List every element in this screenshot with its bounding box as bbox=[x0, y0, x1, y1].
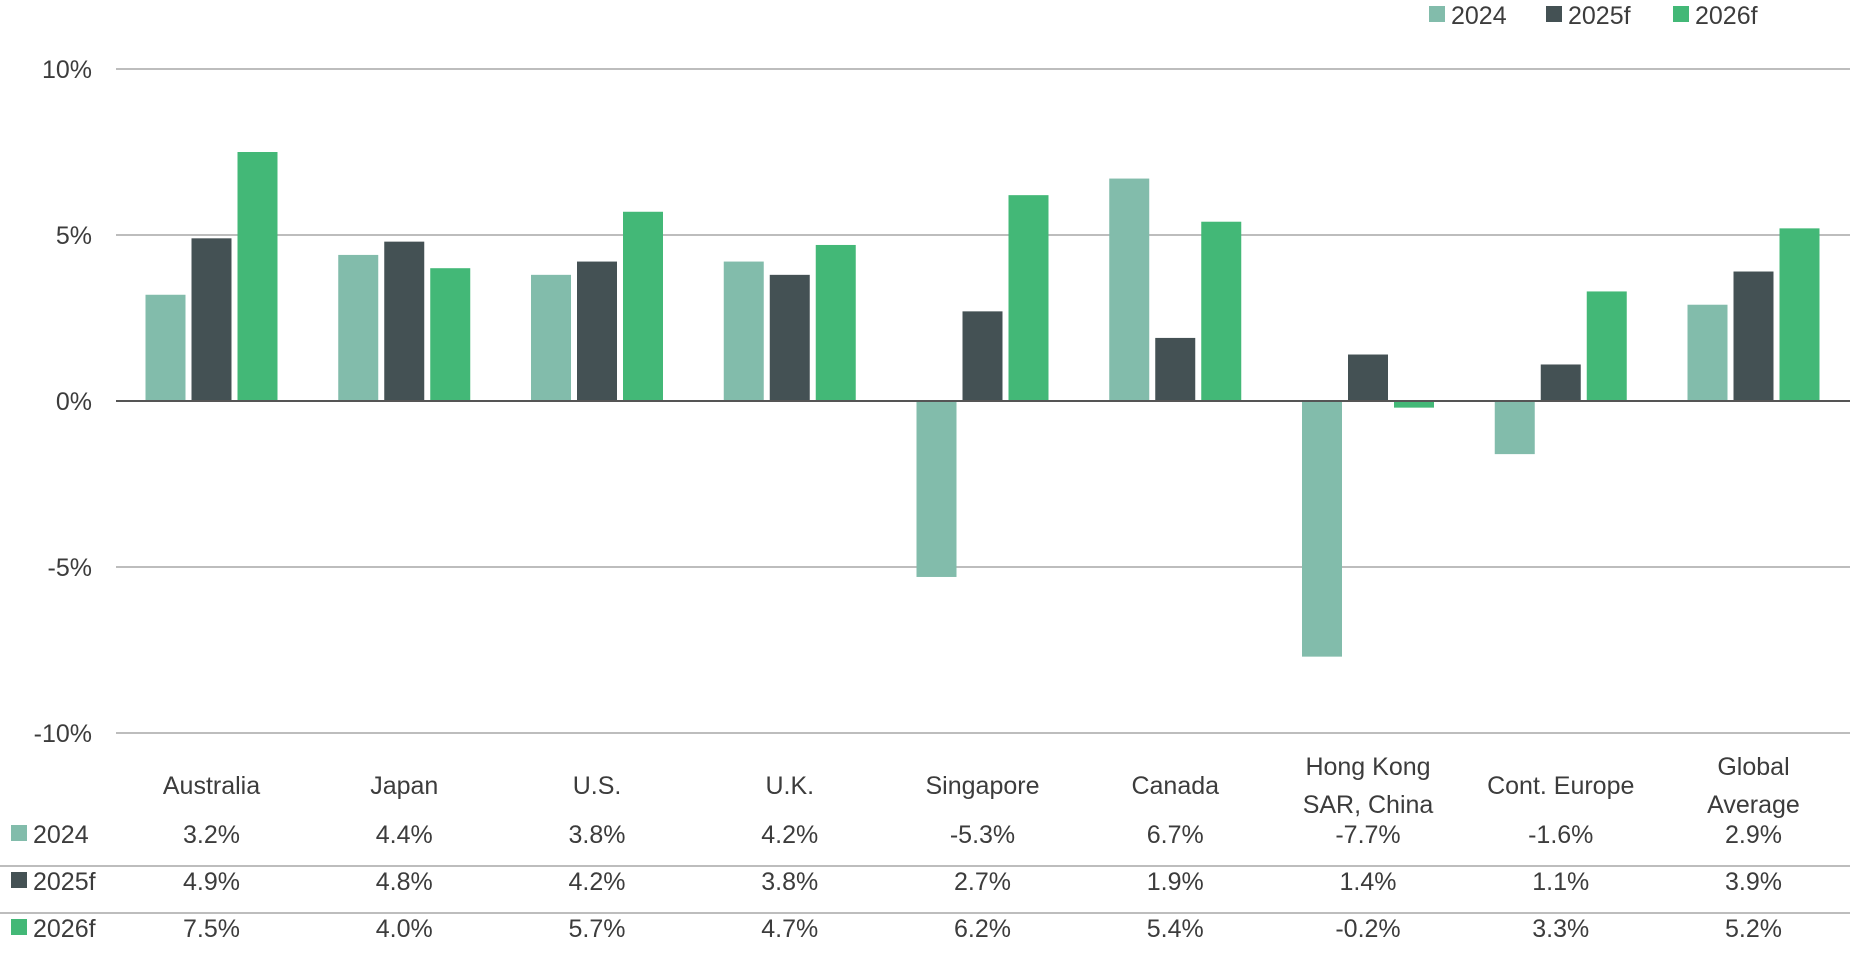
bar-canada-2025f bbox=[1155, 337, 1196, 401]
table-swatch-2026f bbox=[11, 919, 27, 935]
y-tick-label: 0% bbox=[56, 388, 92, 416]
y-tick-label: 10% bbox=[42, 56, 92, 84]
table-value-2024: 4.2% bbox=[761, 821, 818, 849]
category-label: Global bbox=[1717, 753, 1789, 781]
table-row-label-2026f: 2026f bbox=[33, 915, 96, 943]
bar-australia-2025f bbox=[191, 238, 232, 401]
bar-hong-kong-sar-china-2024 bbox=[1302, 401, 1342, 657]
bar-australia-2024 bbox=[145, 294, 186, 401]
table-value-2025f: 1.9% bbox=[1147, 868, 1204, 896]
bar-cont-europe-2025f bbox=[1540, 364, 1581, 401]
category-label: Japan bbox=[370, 772, 438, 800]
y-tick-label: -10% bbox=[34, 720, 92, 748]
table-swatch-2024 bbox=[11, 825, 27, 841]
category-label: U.K. bbox=[765, 772, 814, 800]
table-value-2024: 3.2% bbox=[183, 821, 240, 849]
table-value-2026f: 5.7% bbox=[569, 915, 626, 943]
table-value-2025f: 3.9% bbox=[1725, 868, 1782, 896]
table-value-2026f: 6.2% bbox=[954, 915, 1011, 943]
legend-swatch-2025f bbox=[1546, 6, 1562, 22]
table-value-2024: -1.6% bbox=[1528, 821, 1593, 849]
category-label: Cont. Europe bbox=[1487, 772, 1634, 800]
table-value-2026f: 4.0% bbox=[376, 915, 433, 943]
table-value-2025f: 3.8% bbox=[761, 868, 818, 896]
category-label: Australia bbox=[163, 772, 260, 800]
legend-swatch-2026f bbox=[1673, 6, 1689, 22]
bar-global-average-2025f bbox=[1733, 271, 1774, 401]
bar-u-k-2024 bbox=[723, 261, 764, 401]
table-value-2025f: 1.4% bbox=[1340, 868, 1397, 896]
bar-japan-2024 bbox=[338, 254, 379, 401]
y-tick-label: 5% bbox=[56, 222, 92, 250]
table-value-2026f: 3.3% bbox=[1532, 915, 1589, 943]
table-value-2026f: -0.2% bbox=[1335, 915, 1400, 943]
table-value-2024: 3.8% bbox=[569, 821, 626, 849]
table-value-2024: -7.7% bbox=[1335, 821, 1400, 849]
table-value-2025f: 4.9% bbox=[183, 868, 240, 896]
bar-u-k-2025f bbox=[769, 274, 810, 401]
bar-japan-2026f bbox=[430, 268, 471, 401]
legend-label-2026f: 2026f bbox=[1695, 2, 1758, 30]
table-value-2025f: 4.2% bbox=[569, 868, 626, 896]
bar-japan-2025f bbox=[384, 241, 425, 401]
category-label: Singapore bbox=[926, 772, 1040, 800]
bar-hong-kong-sar-china-2026f bbox=[1394, 401, 1434, 408]
bar-u-k-2026f bbox=[815, 244, 856, 401]
bar-u-s-2025f bbox=[577, 261, 617, 401]
bar-hong-kong-sar-china-2025f bbox=[1348, 354, 1388, 401]
bar-global-average-2026f bbox=[1779, 228, 1820, 401]
table-value-2026f: 5.4% bbox=[1147, 915, 1204, 943]
bar-canada-2024 bbox=[1109, 178, 1150, 401]
y-tick-label: -5% bbox=[48, 554, 92, 582]
legend-swatch-2024 bbox=[1429, 6, 1445, 22]
bar-singapore-2025f bbox=[962, 311, 1003, 401]
table-value-2026f: 7.5% bbox=[183, 915, 240, 943]
category-label: Average bbox=[1707, 791, 1800, 819]
category-label: Hong Kong bbox=[1305, 753, 1430, 781]
category-label: U.S. bbox=[573, 772, 622, 800]
bar-cont-europe-2026f bbox=[1586, 291, 1627, 401]
bar-cont-europe-2024 bbox=[1494, 401, 1535, 455]
legend-label-2025f: 2025f bbox=[1568, 2, 1631, 30]
table-value-2024: 6.7% bbox=[1147, 821, 1204, 849]
bar-australia-2026f bbox=[237, 152, 278, 401]
bar-u-s-2024 bbox=[531, 274, 571, 401]
category-label: SAR, China bbox=[1303, 791, 1434, 819]
table-value-2026f: 5.2% bbox=[1725, 915, 1782, 943]
bar-u-s-2026f bbox=[623, 211, 663, 401]
bar-global-average-2024 bbox=[1687, 304, 1728, 401]
table-swatch-2025f bbox=[11, 872, 27, 888]
bar-canada-2026f bbox=[1201, 221, 1242, 401]
table-value-2025f: 1.1% bbox=[1532, 868, 1589, 896]
table-value-2025f: 2.7% bbox=[954, 868, 1011, 896]
table-value-2024: 2.9% bbox=[1725, 821, 1782, 849]
table-value-2026f: 4.7% bbox=[761, 915, 818, 943]
table-value-2025f: 4.8% bbox=[376, 868, 433, 896]
legend-label-2024: 2024 bbox=[1451, 2, 1507, 30]
table-row-label-2025f: 2025f bbox=[33, 868, 96, 896]
table-row-label-2024: 2024 bbox=[33, 821, 89, 849]
table-value-2024: -5.3% bbox=[950, 821, 1015, 849]
bar-singapore-2024 bbox=[916, 401, 957, 577]
table-value-2024: 4.4% bbox=[376, 821, 433, 849]
bar-singapore-2026f bbox=[1008, 195, 1049, 401]
category-label: Canada bbox=[1131, 772, 1219, 800]
